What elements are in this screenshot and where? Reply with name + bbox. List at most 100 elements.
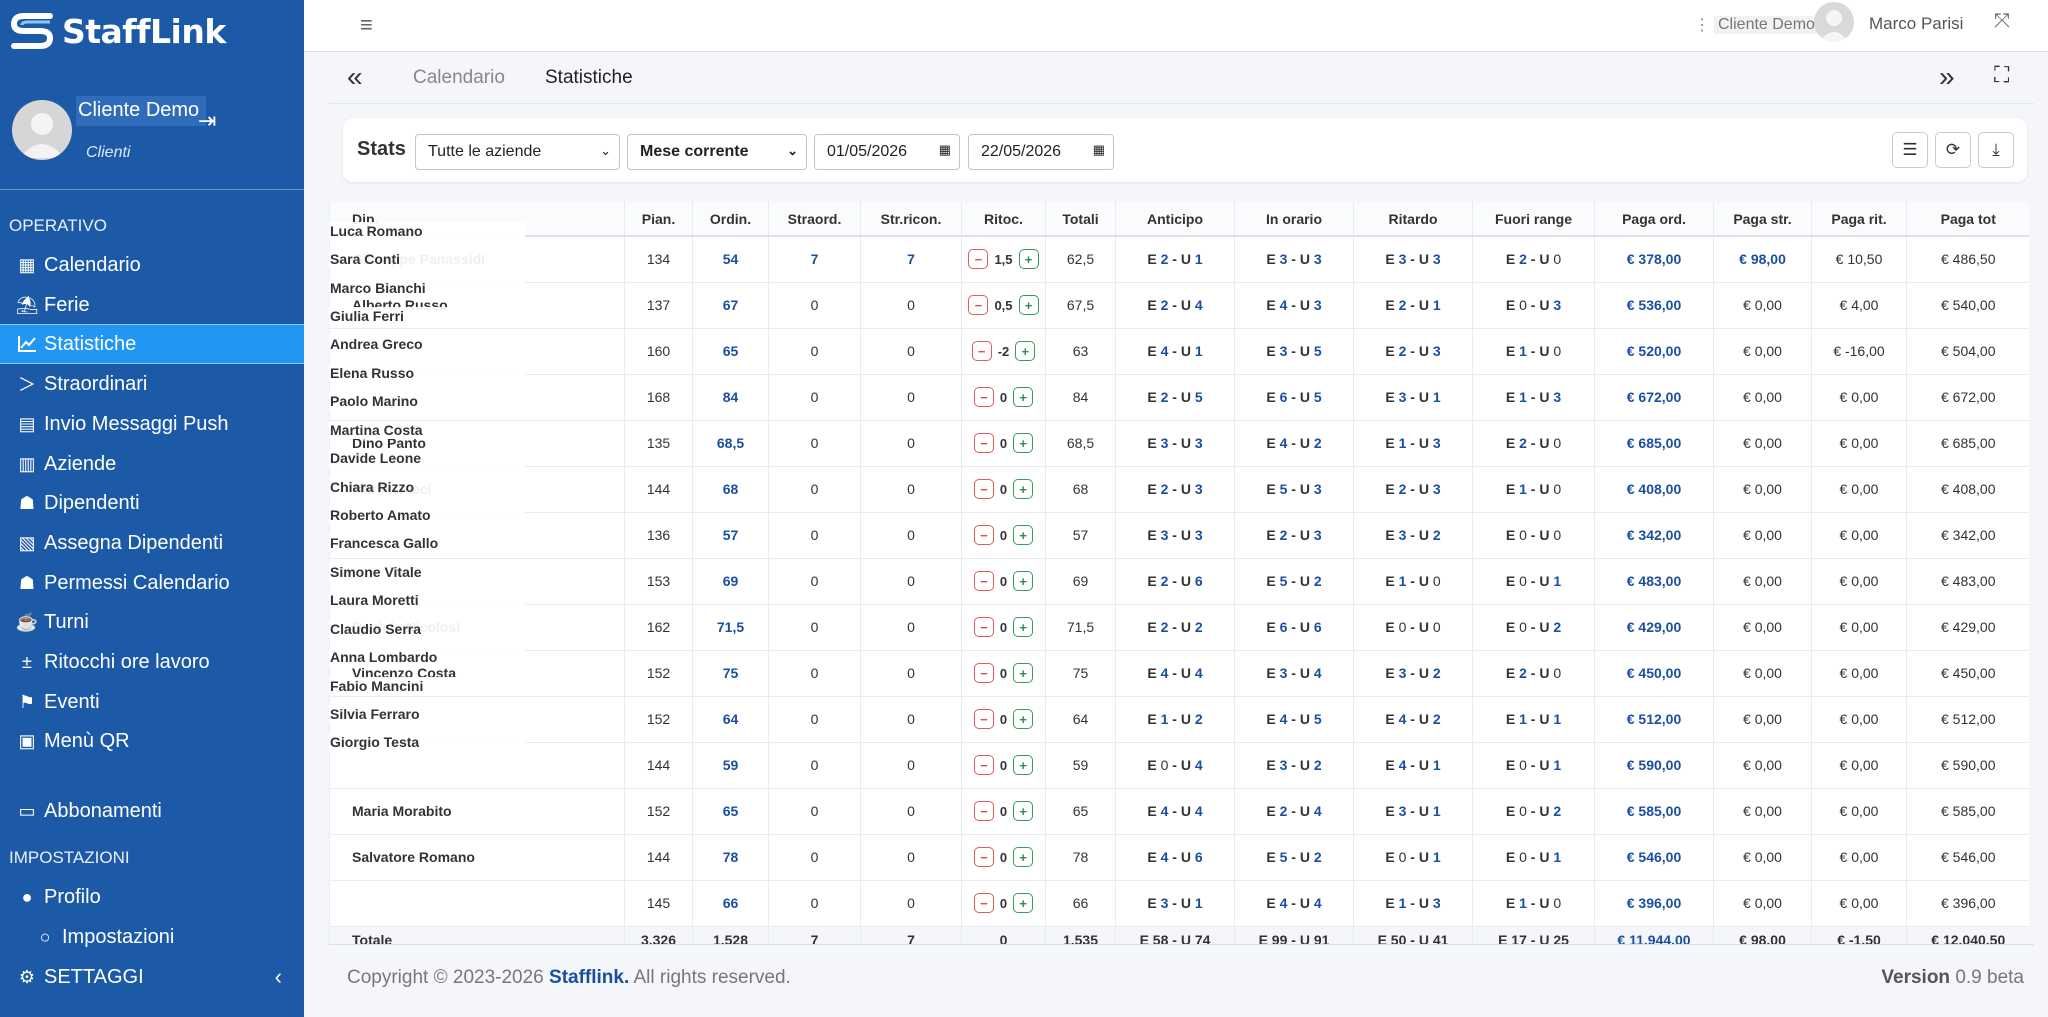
minus-button[interactable]: − xyxy=(973,847,994,867)
plus-button[interactable]: + xyxy=(1018,249,1039,270)
ordinary-hours[interactable]: 78 xyxy=(692,834,769,881)
download-button[interactable]: ⤓ xyxy=(1978,132,2014,168)
plus-button[interactable]: + xyxy=(1013,709,1034,729)
plus-button[interactable]: + xyxy=(1013,801,1034,821)
attendance-ant[interactable]: E 2 - U 3 xyxy=(1115,466,1235,513)
attendance-ino[interactable]: E 3 - U 4 xyxy=(1234,650,1354,697)
attendance-ant[interactable]: E 0 - U 4 xyxy=(1115,742,1235,789)
attendance-fuori[interactable]: E 2 - U 0 xyxy=(1472,420,1595,467)
overtime-hours[interactable]: 0 xyxy=(768,880,861,927)
plus-button[interactable]: + xyxy=(1015,341,1036,361)
attendance-ritardo[interactable]: E 2 - U 3 xyxy=(1353,466,1473,513)
tab-statistiche[interactable]: Statistiche xyxy=(545,67,633,88)
column-header[interactable]: Pian. xyxy=(624,202,693,237)
nav-impostazioni[interactable]: ○ Impostazioni xyxy=(0,917,304,957)
attendance-ant[interactable]: E 3 - U 1 xyxy=(1115,880,1235,927)
attendance-fuori[interactable]: E 1 - U 0 xyxy=(1472,880,1595,927)
recognized-overtime[interactable]: 0 xyxy=(860,466,962,513)
minus-button[interactable]: − xyxy=(968,249,989,270)
attendance-ritardo[interactable]: E 1 - U 3 xyxy=(1353,880,1473,927)
minus-button[interactable]: − xyxy=(973,893,994,913)
recognized-overtime[interactable]: 0 xyxy=(860,328,962,375)
employee-name[interactable] xyxy=(329,880,625,927)
minus-button[interactable]: − xyxy=(973,479,994,499)
attendance-ant[interactable]: E 4 - U 1 xyxy=(1115,328,1235,375)
minus-button[interactable]: − xyxy=(973,663,994,683)
recognized-overtime[interactable]: 7 xyxy=(860,236,962,283)
plus-button[interactable]: + xyxy=(1013,893,1034,913)
calendar-picker-icon[interactable]: ▦ xyxy=(938,142,951,157)
attendance-ritardo[interactable]: E 2 - U 1 xyxy=(1353,282,1473,329)
overtime-hours[interactable]: 0 xyxy=(768,558,861,605)
attendance-ritardo[interactable]: E 3 - U 2 xyxy=(1353,512,1473,559)
plus-button[interactable]: + xyxy=(1013,525,1034,545)
minus-button[interactable]: − xyxy=(973,571,994,591)
attendance-ino[interactable]: E 3 - U 2 xyxy=(1234,742,1354,789)
column-header[interactable]: Paga tot xyxy=(1906,202,2029,237)
attendance-ino[interactable]: E 2 - U 4 xyxy=(1234,788,1354,835)
attendance-ant[interactable]: E 2 - U 6 xyxy=(1115,558,1235,605)
tab-calendario[interactable]: Calendario xyxy=(413,67,505,88)
recognized-overtime[interactable]: 0 xyxy=(860,742,962,789)
period-select[interactable]: Mese corrente ⌄ xyxy=(627,134,807,170)
column-header[interactable]: Paga ord. xyxy=(1594,202,1714,237)
column-header[interactable]: Paga rit. xyxy=(1811,202,1907,237)
attendance-ant[interactable]: E 4 - U 4 xyxy=(1115,650,1235,697)
attendance-ant[interactable]: E 2 - U 4 xyxy=(1115,282,1235,329)
attendance-ino[interactable]: E 6 - U 6 xyxy=(1234,604,1354,651)
nav-eventi[interactable]: ⚑ Eventi xyxy=(0,682,304,722)
attendance-fuori[interactable]: E 2 - U 0 xyxy=(1472,650,1595,697)
attendance-ino[interactable]: E 4 - U 2 xyxy=(1234,420,1354,467)
date-to-input[interactable]: 22/05/2026 ▦ xyxy=(968,134,1114,170)
attendance-ant[interactable]: E 2 - U 2 xyxy=(1115,604,1235,651)
nav-invio-messaggi-push[interactable]: ▤ Invio Messaggi Push xyxy=(0,404,304,444)
overtime-hours[interactable]: 0 xyxy=(768,834,861,881)
ordinary-hours[interactable]: 84 xyxy=(692,374,769,421)
attendance-ino[interactable]: E 4 - U 3 xyxy=(1234,282,1354,329)
plus-button[interactable]: + xyxy=(1013,433,1034,453)
overtime-hours[interactable]: 0 xyxy=(768,282,861,329)
minus-button[interactable]: − xyxy=(973,755,994,775)
recognized-overtime[interactable]: 0 xyxy=(860,696,962,743)
expand-icon[interactable]: ⛶ xyxy=(1994,62,2010,87)
date-from-input[interactable]: 01/05/2026 ▦ xyxy=(814,134,960,170)
overtime-hours[interactable]: 0 xyxy=(768,466,861,513)
attendance-fuori[interactable]: E 1 - U 3 xyxy=(1472,374,1595,421)
attendance-fuori[interactable]: E 1 - U 1 xyxy=(1472,696,1595,743)
attendance-ritardo[interactable]: E 4 - U 1 xyxy=(1353,742,1473,789)
minus-button[interactable]: − xyxy=(973,387,994,407)
minus-button[interactable]: − xyxy=(973,801,994,821)
attendance-ino[interactable]: E 2 - U 3 xyxy=(1234,512,1354,559)
attendance-ant[interactable]: E 3 - U 3 xyxy=(1115,420,1235,467)
table-row[interactable]: Giuseppe Panassidi1345477−1,5+62,5E 2 - … xyxy=(329,236,2029,283)
recognized-overtime[interactable]: 0 xyxy=(860,558,962,605)
recognized-overtime[interactable]: 0 xyxy=(860,788,962,835)
brand-logo[interactable]: StaffLink xyxy=(10,8,226,54)
nav-menu-qr[interactable]: ▣ Menù QR xyxy=(0,721,304,761)
column-header[interactable]: Anticipo xyxy=(1115,202,1235,237)
plus-button[interactable]: + xyxy=(1013,755,1034,775)
attendance-ritardo[interactable]: E 4 - U 2 xyxy=(1353,696,1473,743)
plus-button[interactable]: + xyxy=(1013,479,1034,499)
nav-ritocchi-ore-lavoro[interactable]: ± Ritocchi ore lavoro xyxy=(0,642,304,682)
attendance-ino[interactable]: E 5 - U 2 xyxy=(1234,834,1354,881)
minus-button[interactable]: − xyxy=(973,525,994,545)
minus-button[interactable]: − xyxy=(968,295,989,315)
ordinary-hours[interactable]: 67 xyxy=(692,282,769,329)
attendance-ant[interactable]: E 2 - U 1 xyxy=(1115,236,1235,283)
attendance-fuori[interactable]: E 2 - U 0 xyxy=(1472,236,1595,283)
list-view-button[interactable]: ☰ xyxy=(1892,132,1928,168)
attendance-fuori[interactable]: E 0 - U 3 xyxy=(1472,282,1595,329)
tabs-scroll-left-icon[interactable]: « xyxy=(347,61,363,92)
attendance-fuori[interactable]: E 0 - U 2 xyxy=(1472,788,1595,835)
dots-icon[interactable]: ⋮ xyxy=(1694,17,1710,34)
footer-brand-link[interactable]: Stafflink. xyxy=(549,967,630,988)
overtime-hours[interactable]: 0 xyxy=(768,742,861,789)
attendance-ant[interactable]: E 3 - U 3 xyxy=(1115,512,1235,559)
ordinary-hours[interactable]: 59 xyxy=(692,742,769,789)
